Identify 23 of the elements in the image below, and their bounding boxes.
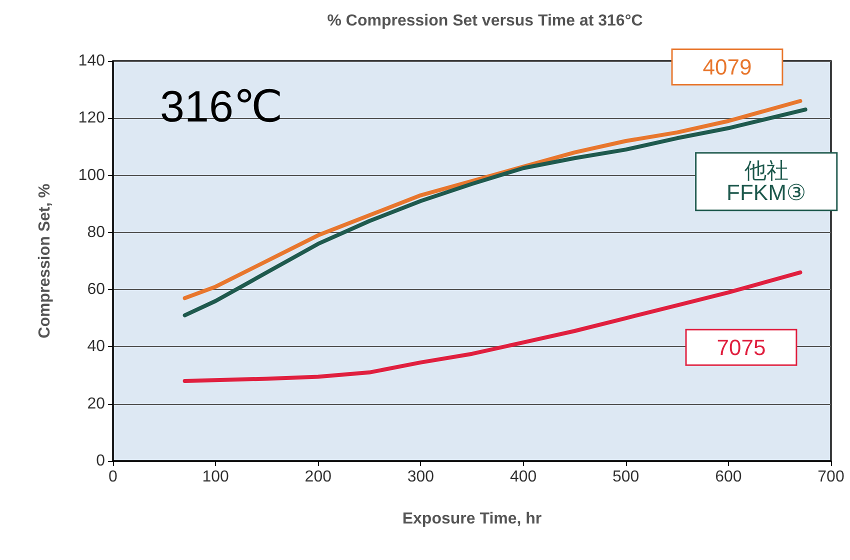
series-label: 他社 FFKM③ — [726, 158, 806, 206]
x-tick-label: 700 — [818, 468, 844, 486]
series-label: 7075 — [716, 334, 766, 360]
chart-title: % Compression Set versus Time at 316°C — [327, 12, 644, 30]
y-tick-label: 120 — [78, 110, 106, 127]
y-tick-label: 40 — [87, 338, 106, 356]
x-tick-label: 500 — [612, 468, 640, 486]
y-tick-label: 100 — [78, 166, 106, 184]
y-tick-label: 60 — [87, 281, 106, 298]
x-tick-label: 600 — [715, 468, 742, 486]
y-tick-label: 80 — [87, 224, 106, 241]
x-tick-label: 400 — [510, 468, 537, 486]
x-tick-label: 0 — [108, 468, 118, 486]
line-series — [182, 270, 802, 383]
series-label: 4079 — [702, 54, 752, 80]
x-tick-label: 300 — [407, 468, 434, 486]
x-tick-label: 100 — [202, 468, 230, 486]
y-tick-label: 20 — [87, 395, 106, 412]
y-tick-label: 0 — [96, 452, 106, 470]
x-axis-title: Exposure Time, hr — [402, 510, 542, 528]
x-tick-label: 200 — [304, 468, 332, 486]
y-tick-label: 140 — [78, 52, 106, 70]
y-axis-title: Compression Set, % — [36, 184, 54, 338]
